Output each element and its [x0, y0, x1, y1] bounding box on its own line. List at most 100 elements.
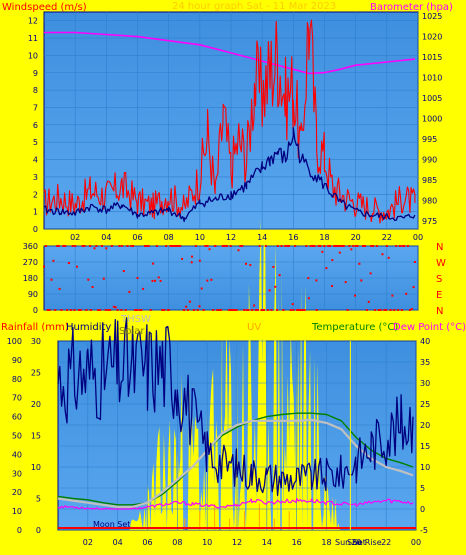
direction-point — [210, 278, 213, 281]
wind-x-tick: 10 — [195, 233, 205, 242]
direction-point — [157, 276, 160, 279]
rain-y-tick: 20 — [31, 400, 41, 409]
direction-point — [305, 245, 308, 247]
direction-point — [375, 245, 378, 247]
direction-point — [165, 245, 168, 247]
direction-point — [122, 270, 125, 272]
thsw-label: THSW — [120, 314, 151, 325]
direction-point — [128, 290, 131, 293]
dewpoint-line — [57, 497, 414, 510]
direction-y-tick: 0 — [33, 306, 38, 315]
direction-point — [79, 309, 82, 311]
humidity-line — [57, 317, 414, 497]
barometer-label: Barometer (hpa) — [370, 2, 453, 13]
rain-y-tick: 25 — [31, 369, 41, 378]
direction-point — [331, 285, 333, 287]
direction-point — [208, 248, 211, 251]
direction-point — [408, 309, 411, 311]
direction-point — [224, 245, 227, 247]
temp-x-tick: 02 — [83, 538, 93, 547]
direction-point — [198, 259, 201, 262]
direction-point — [350, 248, 353, 251]
direction-point — [365, 309, 368, 311]
humidity-y-tick: 60 — [12, 413, 22, 422]
direction-point — [263, 309, 265, 311]
temp-x-tick: 14 — [262, 538, 272, 547]
barometer-y-tick: 1005 — [422, 94, 442, 103]
direction-point — [130, 245, 133, 247]
direction-point — [183, 309, 186, 311]
wind-y-tick: 9 — [33, 69, 38, 78]
direction-point — [202, 309, 205, 311]
direction-point — [62, 245, 65, 247]
direction-point — [313, 245, 316, 247]
direction-point — [311, 245, 314, 247]
temp-y-tick: 10 — [420, 463, 430, 472]
direction-point — [288, 245, 290, 247]
compass-e: E — [436, 290, 442, 301]
direction-point — [89, 309, 92, 311]
wind-x-tick: 04 — [101, 233, 111, 242]
direction-point — [354, 294, 356, 297]
direction-point — [206, 279, 209, 282]
direction-point — [329, 245, 332, 247]
humidity-y-tick: 40 — [12, 450, 22, 459]
direction-point — [356, 245, 359, 247]
direction-point — [93, 247, 96, 250]
direction-point — [360, 279, 363, 282]
direction-point — [276, 309, 279, 311]
direction-point — [46, 309, 49, 311]
direction-point — [410, 308, 413, 310]
direction-point — [58, 245, 60, 247]
temp-x-tick: 04 — [113, 538, 123, 547]
direction-point — [256, 309, 259, 311]
direction-point — [120, 309, 123, 311]
direction-y-tick: 90 — [28, 290, 38, 299]
direction-point — [173, 245, 176, 247]
rain-y-tick: 5 — [36, 495, 41, 504]
barometer-y-tick: 1000 — [422, 114, 442, 123]
direction-point — [282, 309, 285, 311]
temp-y-tick: 35 — [420, 358, 430, 367]
barometer-y-tick: 1025 — [422, 12, 442, 21]
direction-point — [54, 309, 57, 311]
direction-point — [230, 309, 232, 311]
direction-point — [303, 309, 306, 311]
direction-point — [339, 245, 342, 247]
direction-point — [412, 286, 415, 289]
rain-y-tick: 30 — [31, 337, 41, 346]
direction-point — [389, 309, 392, 311]
direction-point — [235, 309, 238, 311]
direction-point — [307, 277, 310, 280]
direction-point — [400, 309, 403, 311]
direction-point — [200, 287, 203, 290]
direction-point — [393, 309, 396, 311]
direction-point — [229, 245, 232, 247]
direction-point — [245, 262, 247, 265]
direction-point — [381, 253, 384, 256]
direction-point — [344, 281, 347, 284]
temp-y-tick: 0 — [420, 505, 425, 514]
direction-point — [374, 309, 376, 311]
sun-rise-label: Sun Rise — [347, 538, 382, 547]
direction-point — [48, 309, 51, 311]
direction-point — [185, 305, 188, 308]
direction-point — [370, 245, 373, 247]
direction-point — [181, 257, 184, 260]
wind-x-tick: 02 — [70, 233, 80, 242]
direction-point — [264, 245, 267, 247]
direction-point — [270, 309, 273, 311]
direction-point — [50, 278, 53, 281]
dewpoint-label: Dew Point (°C) — [393, 322, 466, 333]
direction-point — [71, 245, 74, 247]
humidity-y-tick: 10 — [12, 507, 22, 516]
direction-point — [398, 245, 401, 247]
direction-point — [227, 309, 230, 311]
direction-point — [67, 262, 70, 264]
humidity-y-tick: 80 — [12, 375, 22, 384]
wind-y-tick: 1 — [33, 208, 38, 217]
compass-n-top: N — [436, 242, 443, 253]
direction-point — [102, 277, 105, 280]
direction-point — [309, 245, 312, 247]
temp-x-tick: 00 — [411, 538, 421, 547]
